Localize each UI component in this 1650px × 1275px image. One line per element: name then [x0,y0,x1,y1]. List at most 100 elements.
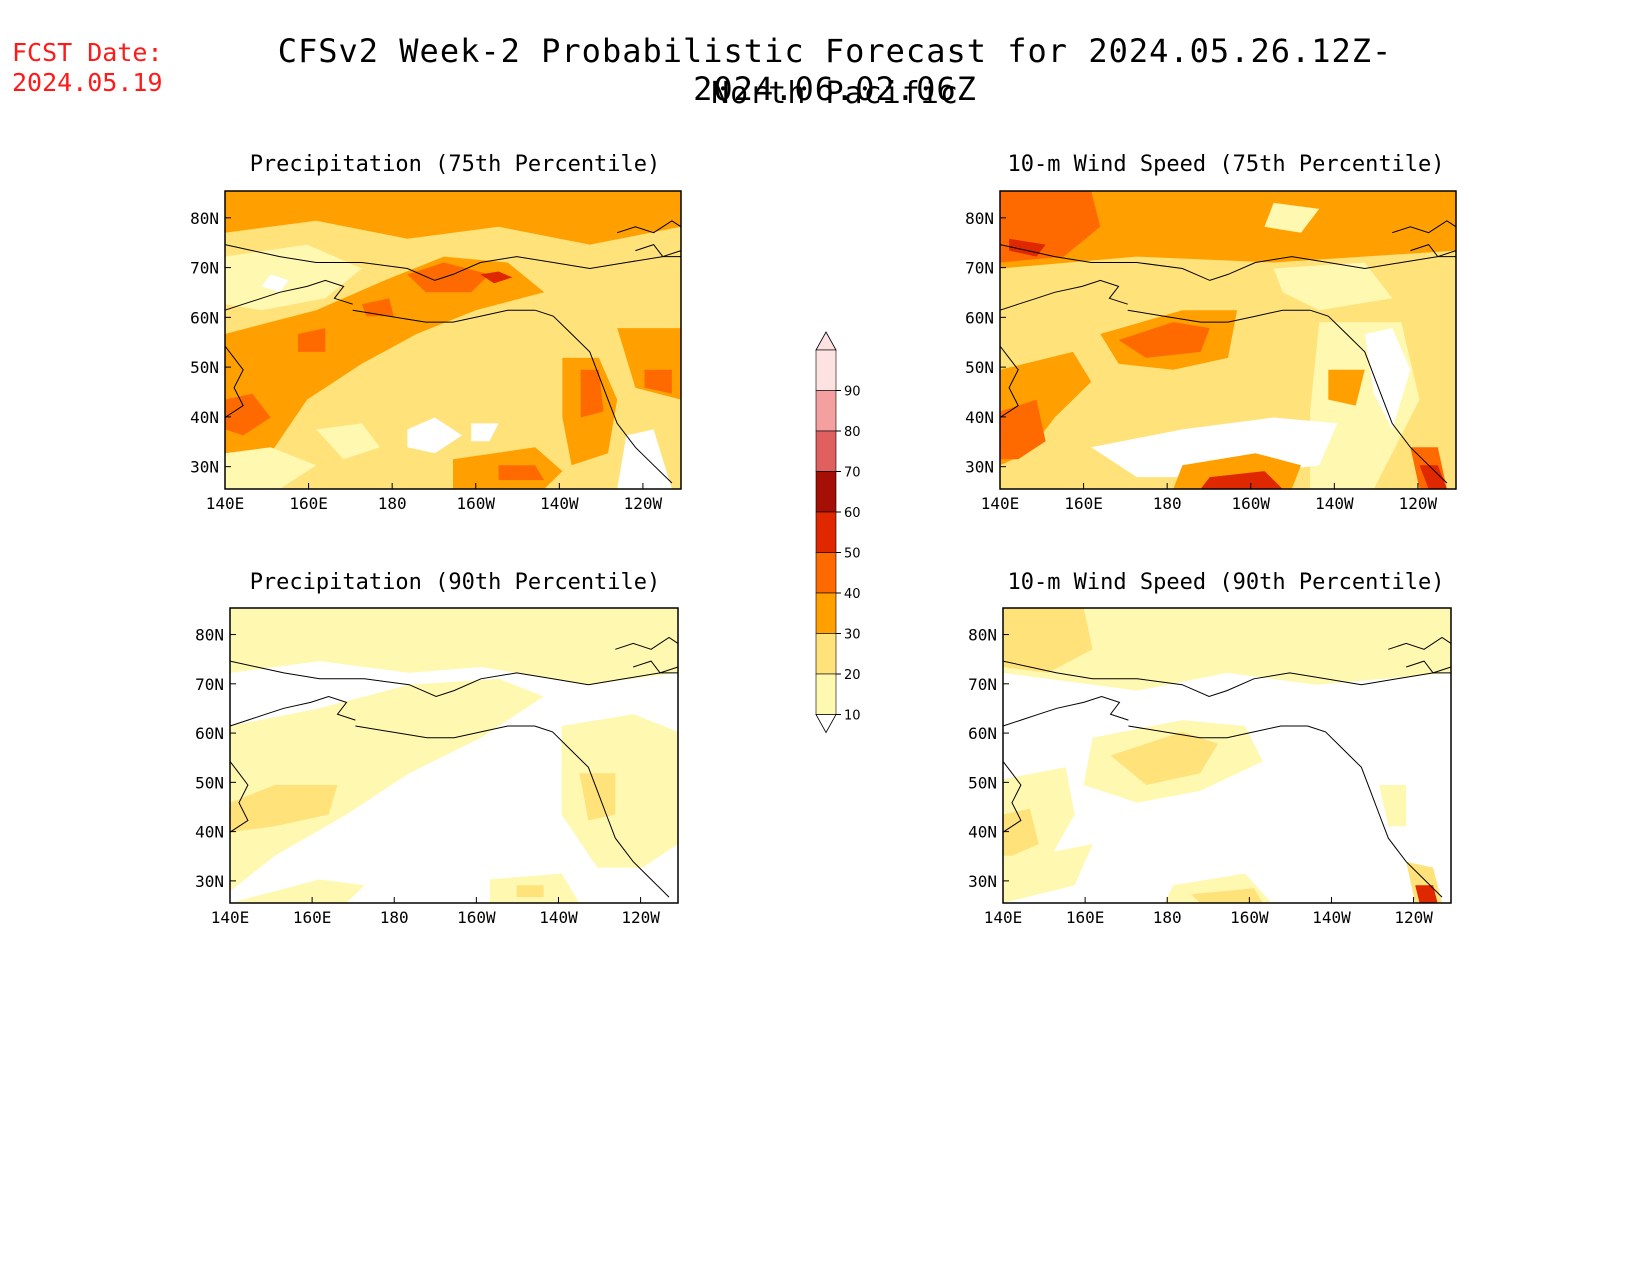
panel-title-precip-90: Precipitation (90th Percentile) [249,570,661,595]
wind75-contour-region [1328,369,1365,406]
wind75-lon-label: 140W [1315,494,1354,513]
wind75-lon-label: 120W [1399,494,1438,513]
wind90-coastline [1002,761,1022,833]
precip75-lat-label: 50N [190,358,219,377]
precip75-coastline [224,345,244,418]
wind90-contour-region [1271,613,1317,644]
precip75-coastline [224,244,681,281]
wind75-contour-region [1264,202,1320,233]
precip75-lat-label: 80N [190,209,219,228]
colorbar-label: 80 [844,425,861,440]
colorbar-top-triangle [815,331,837,351]
precip75-contour-region [261,274,289,293]
wind75-contour-region [1000,399,1046,460]
wind90-lat-label: 40N [968,823,997,842]
colorbar-swatch [815,430,837,472]
wind75-contour-region [1118,322,1210,358]
precip90-lat-label: 50N [195,773,224,792]
colorbar-swatch [815,349,837,391]
precip90-fields [229,608,679,903]
precip75-lat-label: 70N [190,259,219,278]
precip75-contour-region [225,244,362,311]
precip75-contour-region [480,271,513,284]
precip75-contour-region [617,429,672,489]
map-precip-90: 140E 160E 180 160W 140W 120W 80N 70N 60N 50N 40N 30… [195,607,679,927]
precip75-contour-region [361,298,394,317]
wind75-lat-label: 60N [965,308,994,327]
precip75-coastline [617,220,682,234]
wind90-coastline [1002,660,1451,698]
precip90-coastline [534,725,670,898]
precip75-lat-label: 40N [190,408,219,427]
colorbar-label: 10 [844,709,861,724]
forecast-date-label: FCST Date: [12,38,163,67]
wind90-contour-region [1191,888,1263,903]
precip75-lon-label: 140E [206,494,245,513]
map-wind-75: 140E 160E 180 160W 140W 120W 80N 70N 60N 50N 40N 30… [965,190,1457,513]
main-title: CFSv2 Week-2 Probabilistic Forecast for … [277,32,1393,108]
wind90-contour-region [1003,608,1093,673]
precip90-coastline [355,725,535,739]
precip90-contour-region [230,678,544,892]
precip75-contour-region [225,447,317,489]
map-precip-75: 140E 160E 180 160W 140W 120W 80N 70N 60N 50N 40N 30… [190,190,682,513]
precip90-lat-label: 40N [195,823,224,842]
precip75-lon-label: 120W [624,494,663,513]
precip75-fields [224,191,682,489]
precip75-contour-region [471,423,499,442]
colorbar-label: 50 [844,547,861,562]
precip75-contour-region [407,262,490,293]
precip75-lon-label: 180 [378,494,407,513]
precip90-coastline [633,660,679,674]
wind90-contour-region [1379,785,1407,827]
colorbar-swatch [815,511,837,553]
colorbar-swatch [815,390,837,432]
wind75-lon-label: 160W [1231,494,1270,513]
wind75-contour-region [1419,465,1447,489]
wind75-coastline [999,279,1128,311]
precip75-contour-region [225,256,545,489]
precip75-coastline [635,244,682,258]
colorbar-swatch [815,471,837,513]
colorbar-bottom-triangle [815,714,837,734]
precip90-contour-region [230,785,338,833]
wind90-contour-region [1110,731,1218,785]
precip75-contour-region [644,369,672,394]
precip90-lat-label: 60N [195,724,224,743]
precip90-lat-label: 70N [195,675,224,694]
precip90-contour-region [230,608,678,685]
precip75-frame [224,190,682,490]
precip75-lat-label: 30N [190,458,219,477]
colorbar-swatch [815,552,837,594]
precip90-lon-label: 160E [293,908,332,927]
map-wind-90: 140E 160E 180 160W 140W 120W 80N 70N 60N 50N 40N 30… [968,607,1452,927]
wind90-coastline [1002,695,1129,727]
wind90-coastline [1406,660,1452,674]
colorbar-label: 30 [844,628,861,643]
wind75-contour-region [1000,191,1456,269]
wind75-lon-label: 140E [981,494,1020,513]
forecast-date-value: 2024.05.19 [12,68,163,97]
colorbar: 90 80 70 60 50 40 30 20 10 [800,330,880,754]
precip75-coastline [534,309,673,484]
wind90-frame [1002,607,1452,904]
wind90-contour-region [1003,608,1451,691]
panel-title-wind-90: 10-m Wind Speed (90th Percentile) [1007,570,1445,595]
precip90-contour-region [516,885,544,898]
precip90-lat-label: 80N [195,626,224,645]
wind90-lat-label: 50N [968,773,997,792]
wind90-contour-region [1003,808,1039,856]
precip90-contour-region [230,879,365,903]
precip90-lat-label: 30N [195,872,224,891]
precip75-contour-region [498,465,545,481]
region-subtitle: North Pacific [711,76,959,111]
wind75-lon-label: 180 [1153,494,1182,513]
wind90-lat-label: 60N [968,724,997,743]
precip75-contour-region [407,417,463,454]
panel-title-wind-75: 10-m Wind Speed (75th Percentile) [1007,152,1445,177]
wind75-lat-label: 40N [965,408,994,427]
wind90-lon-label: 140W [1312,908,1351,927]
precip75-contour-region [580,369,604,418]
precip90-lon-label: 160W [457,908,496,927]
precip90-coastline [229,695,356,727]
